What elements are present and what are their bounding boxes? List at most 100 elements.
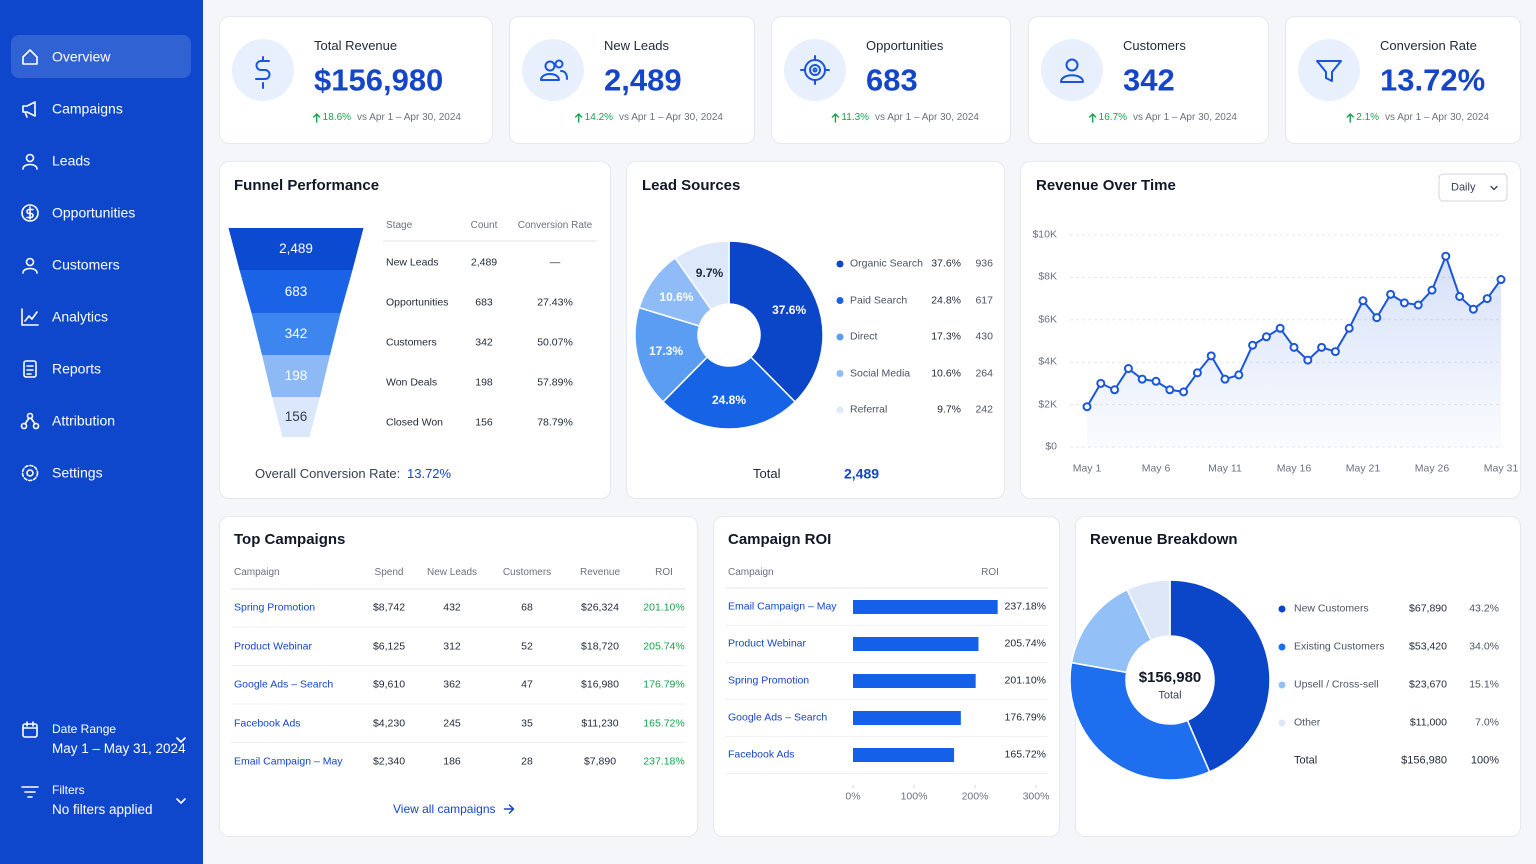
- kpi-value: 2,489: [604, 62, 682, 98]
- bar: [853, 637, 979, 651]
- legend-share: 24.8%: [931, 294, 961, 307]
- nav-item[interactable]: Campaigns: [52, 100, 123, 117]
- legend-label: Paid Search: [850, 294, 908, 307]
- table-cell: $18,720: [581, 640, 619, 653]
- center-value: $156,980: [1138, 669, 1202, 686]
- view-all-link[interactable]: View all campaigns: [393, 801, 496, 816]
- table-header: Customers: [502, 567, 552, 578]
- table-cell: Opportunities: [386, 296, 449, 309]
- nav-item[interactable]: Analytics: [52, 308, 109, 325]
- filters-label: Filters: [52, 782, 85, 797]
- point: [1206, 351, 1216, 361]
- point: [1468, 304, 1478, 314]
- panel-title: Revenue Breakdown: [1090, 531, 1238, 548]
- chevron: [176, 798, 186, 804]
- kpi-icon-part: [1060, 74, 1084, 83]
- legend-share: 37.6%: [931, 257, 961, 270]
- table-header: Campaign: [234, 567, 280, 578]
- point: [1358, 296, 1368, 306]
- chevron: [1490, 185, 1498, 191]
- funnel-label: 156: [284, 408, 308, 424]
- legend-dot: [836, 333, 844, 341]
- date-range-value[interactable]: May 1 – May 31, 2024: [52, 740, 186, 756]
- nav-item[interactable]: Settings: [52, 464, 103, 481]
- up-arrow-part: [312, 113, 321, 123]
- table-cell[interactable]: Email Campaign – May: [234, 755, 343, 768]
- table-cell[interactable]: Facebook Ads: [234, 717, 301, 730]
- legend-label: Upsell / Cross-sell: [1294, 678, 1379, 691]
- nav-item[interactable]: Opportunities: [52, 204, 136, 221]
- x-tick-label: 200%: [961, 790, 989, 803]
- legend-label: Direct: [850, 330, 878, 343]
- x-tick-label: 0%: [845, 790, 861, 803]
- table-cell: Closed Won: [386, 416, 444, 429]
- table-cell: Won Deals: [386, 376, 438, 389]
- nav-item[interactable]: Attribution: [52, 412, 116, 429]
- nav-item[interactable]: Overview: [52, 48, 111, 65]
- total-value: 2,489: [844, 465, 880, 482]
- y-tick-label: $8K: [1038, 271, 1057, 284]
- dropdown-label[interactable]: Daily: [1451, 181, 1476, 194]
- nav-icon-part: [25, 257, 35, 267]
- point: [1344, 323, 1354, 333]
- nav-icon: [20, 412, 40, 430]
- table-cell[interactable]: Product Webinar: [234, 640, 313, 653]
- kpi-icon-part: [809, 64, 821, 76]
- point: [1496, 275, 1506, 285]
- table-cell: $4,230: [372, 717, 406, 730]
- slice-label: 10.6%: [659, 289, 694, 304]
- filters-value[interactable]: No filters applied: [52, 801, 153, 817]
- funnel-label: 2,489: [279, 240, 313, 256]
- table-cell[interactable]: Google Ads – Search: [234, 678, 334, 691]
- y-tick-label: $6K: [1038, 313, 1057, 326]
- bar: [853, 711, 961, 725]
- kpi-change: 14.2%: [584, 112, 614, 123]
- nav-active: [11, 35, 191, 78]
- kpi-icon-part: [554, 59, 564, 69]
- value-label: 201.10%: [1004, 674, 1046, 687]
- kpi-icon-part: [544, 60, 556, 72]
- point: [1413, 300, 1423, 310]
- up-arrow: [312, 113, 321, 123]
- table-cell: 432: [443, 601, 461, 614]
- nav-item[interactable]: Reports: [52, 360, 102, 377]
- kpi-icon-bg: [1298, 39, 1360, 101]
- point: [1248, 340, 1258, 350]
- legend-dot: [1278, 681, 1286, 689]
- category-label: Facebook Ads: [728, 748, 795, 761]
- value-label: 165.72%: [1004, 748, 1046, 761]
- category-label: Email Campaign – May: [728, 600, 837, 613]
- category-label: Spring Promotion: [728, 674, 810, 687]
- up-arrow: [1088, 113, 1097, 123]
- table-cell[interactable]: Spring Promotion: [234, 601, 316, 614]
- nav-icon-part: [32, 422, 40, 430]
- table-cell: 68: [521, 601, 533, 614]
- table-header: Revenue: [579, 567, 621, 578]
- panel-title: Funnel Performance: [234, 177, 380, 194]
- nav-icon-part: [25, 153, 35, 163]
- kpi-label: Conversion Rate: [1380, 38, 1477, 54]
- nav-icon: [22, 49, 38, 65]
- legend-label: Referral: [850, 403, 888, 416]
- total-label: Total: [753, 466, 781, 482]
- filter-icon: [21, 786, 39, 798]
- legend-label: Social Media: [850, 367, 911, 380]
- dropdown[interactable]: [1438, 173, 1508, 202]
- legend-label: Existing Customers: [1294, 640, 1385, 653]
- value-label: 237.18%: [1004, 600, 1046, 613]
- up-arrow: [1346, 113, 1354, 123]
- slice: [634, 306, 709, 403]
- nav-item[interactable]: Leads: [52, 152, 91, 169]
- x-tick-label: May 11: [1208, 462, 1242, 475]
- x-tick-label: May 26: [1414, 462, 1450, 475]
- nav-item[interactable]: Customers: [52, 256, 120, 273]
- category-label: Product Webinar: [728, 637, 807, 650]
- bar: [853, 748, 955, 762]
- table-cell: 50.07%: [537, 336, 573, 349]
- point: [1179, 387, 1189, 397]
- calendar-icon: [22, 721, 38, 738]
- funnel-label: 342: [284, 325, 308, 341]
- total-label: Total: [1294, 754, 1318, 767]
